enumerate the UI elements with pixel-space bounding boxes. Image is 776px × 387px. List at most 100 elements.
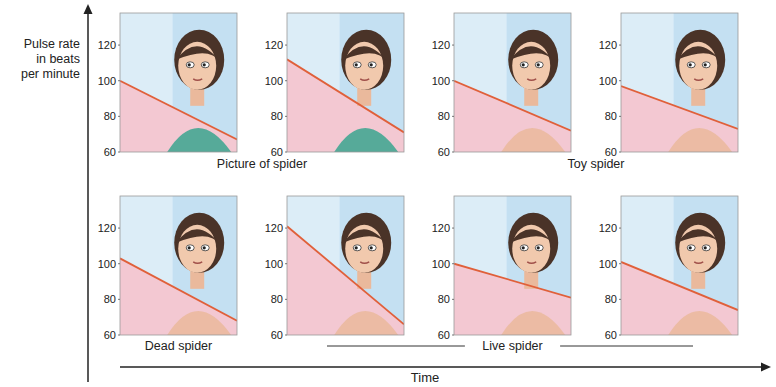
y-tick bbox=[619, 80, 621, 81]
panel-background bbox=[120, 196, 237, 335]
fringe bbox=[677, 229, 721, 245]
y-tick-label: 60 bbox=[104, 146, 116, 158]
fringe bbox=[176, 46, 220, 62]
y-tick bbox=[285, 228, 287, 229]
pupil bbox=[537, 246, 540, 249]
y-tick-label: 60 bbox=[271, 329, 283, 341]
y-tick-label: 80 bbox=[104, 110, 116, 122]
hair bbox=[174, 213, 224, 273]
panel-frame bbox=[287, 196, 404, 335]
y-tick bbox=[619, 116, 621, 117]
shoulders bbox=[501, 128, 565, 152]
pupil bbox=[188, 246, 191, 249]
y-tick-label: 80 bbox=[271, 110, 283, 122]
eye bbox=[201, 245, 209, 251]
panel-frame bbox=[120, 196, 237, 335]
area-below-line bbox=[120, 258, 237, 335]
y-tick bbox=[619, 335, 621, 336]
x-arrow-line bbox=[120, 366, 762, 368]
panel bbox=[120, 196, 237, 335]
panel-background bbox=[621, 196, 738, 335]
caption: Toy spider bbox=[568, 157, 625, 171]
y-tick bbox=[118, 335, 120, 336]
y-tick bbox=[285, 152, 287, 153]
pulse-line bbox=[287, 226, 404, 324]
shoulders bbox=[167, 311, 231, 335]
hair bbox=[675, 30, 725, 90]
y-axis-label: in beats bbox=[36, 52, 80, 66]
panel-background bbox=[621, 13, 738, 152]
area-below-line bbox=[120, 81, 237, 152]
y-arrow-head bbox=[84, 4, 93, 14]
panel-frame bbox=[621, 196, 738, 335]
y-tick-label: 100 bbox=[98, 75, 116, 87]
y-tick-label: 120 bbox=[265, 39, 283, 51]
y-tick bbox=[118, 80, 120, 81]
y-tick bbox=[619, 45, 621, 46]
y-tick-label: 80 bbox=[438, 110, 450, 122]
eye bbox=[368, 245, 376, 251]
y-tick-label: 80 bbox=[438, 293, 450, 305]
panel-background bbox=[120, 13, 237, 152]
pulse-line bbox=[454, 81, 571, 131]
pupil bbox=[689, 246, 692, 249]
x-axis-label: Time bbox=[411, 370, 439, 385]
panel-frame bbox=[120, 13, 237, 152]
mouth bbox=[527, 262, 536, 264]
figure: Pulse ratein beatsper minuteTime60801001… bbox=[0, 0, 776, 387]
y-tick bbox=[452, 45, 454, 46]
panel bbox=[120, 13, 237, 152]
panel-background bbox=[287, 13, 404, 152]
pupil bbox=[537, 63, 540, 66]
pupil bbox=[704, 63, 707, 66]
panel-background bbox=[454, 196, 571, 335]
y-tick-label: 120 bbox=[599, 39, 617, 51]
y-tick-label: 100 bbox=[98, 258, 116, 270]
eye bbox=[702, 62, 710, 68]
shoulders bbox=[668, 311, 732, 335]
y-tick bbox=[118, 45, 120, 46]
pupil bbox=[522, 63, 525, 66]
pupil bbox=[522, 246, 525, 249]
caption: Picture of spider bbox=[217, 157, 307, 171]
panel bbox=[287, 13, 404, 152]
eye bbox=[368, 62, 376, 68]
y-tick bbox=[452, 335, 454, 336]
y-tick-label: 100 bbox=[432, 75, 450, 87]
panel-background bbox=[287, 196, 404, 335]
y-axis-label: Pulse rate bbox=[24, 37, 80, 51]
pulse-line bbox=[120, 258, 237, 320]
fringe bbox=[176, 229, 220, 245]
area-below-line bbox=[621, 86, 738, 152]
mouth bbox=[360, 79, 369, 81]
panel bbox=[621, 13, 738, 152]
pulse-line bbox=[621, 262, 738, 310]
y-tick bbox=[619, 263, 621, 264]
y-tick-label: 80 bbox=[104, 293, 116, 305]
pulse-line bbox=[287, 59, 404, 132]
caption: Dead spider bbox=[145, 339, 212, 353]
hair bbox=[508, 30, 558, 90]
pupil bbox=[355, 246, 358, 249]
y-tick-label: 120 bbox=[98, 222, 116, 234]
y-tick bbox=[285, 335, 287, 336]
pupil bbox=[689, 63, 692, 66]
y-tick bbox=[452, 80, 454, 81]
panel-background bbox=[454, 13, 571, 152]
mouth bbox=[694, 262, 703, 264]
mouth bbox=[193, 262, 202, 264]
panel bbox=[454, 13, 571, 152]
y-tick-label: 120 bbox=[98, 39, 116, 51]
caption: Live spider bbox=[482, 339, 542, 353]
area-below-line bbox=[454, 81, 571, 152]
pulse-line bbox=[120, 81, 237, 140]
hair bbox=[675, 213, 725, 273]
y-tick-label: 60 bbox=[438, 146, 450, 158]
mouth bbox=[527, 79, 536, 81]
y-tick-label: 80 bbox=[605, 293, 617, 305]
hair bbox=[508, 213, 558, 273]
pupil bbox=[188, 63, 191, 66]
pupil bbox=[203, 246, 206, 249]
y-tick bbox=[619, 299, 621, 300]
y-tick-label: 120 bbox=[432, 39, 450, 51]
